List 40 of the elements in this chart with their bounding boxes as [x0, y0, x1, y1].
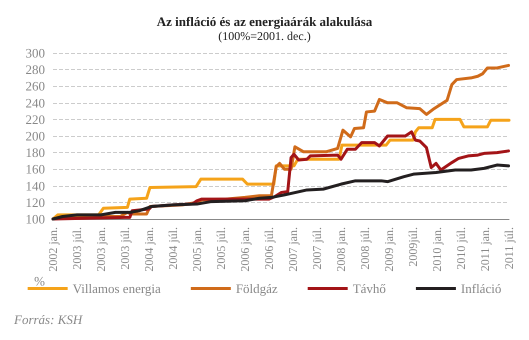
y-tick-label: 100: [26, 212, 45, 226]
x-tick-label: 2004 júl.: [166, 227, 180, 270]
y-tick-label: 240: [26, 95, 45, 110]
legend-label: Villamos energia: [72, 281, 162, 296]
text: Forrás: KSH: [13, 312, 83, 327]
y-tick-label: 260: [26, 78, 45, 94]
x-tick-label: 2003 júl.: [70, 227, 84, 270]
y-tick-label: 160: [26, 162, 45, 177]
x-tick-label: 2007 júl.: [310, 227, 324, 270]
x-tick-label: 2005 júl.: [214, 227, 228, 270]
chart-title: Az infláció és az energiaárák alakulása: [156, 14, 373, 29]
legend-label: Földgáz: [236, 281, 278, 296]
x-tick-label: 2008 jan.: [334, 227, 348, 272]
x-tick-label: 2010 jan.: [430, 227, 444, 272]
x-tick-label: 2004 jan.: [142, 227, 156, 272]
y-tick-label: 220: [26, 112, 45, 127]
x-tick-label: 2009júl.: [406, 227, 420, 267]
y-tick-label: 180: [26, 145, 45, 160]
x-tick-label: 2007 jan.: [286, 227, 300, 272]
y-tick-label: 120: [26, 194, 45, 210]
x-tick-label: 2006 jan.: [238, 227, 252, 272]
x-tick-label: 2011 jan.: [478, 227, 492, 272]
x-tick-label: 2011 júl.: [502, 227, 516, 270]
chart-subtitle: (100%=2001. dec.): [218, 29, 311, 43]
x-tick-label: 2010 júl.: [454, 227, 468, 270]
y-axis-title: %: [34, 274, 46, 289]
x-tick-label: 2003 jan.: [94, 227, 108, 272]
x-tick-label: 2009 jan.: [382, 227, 396, 272]
legend-label: Távhő: [352, 281, 386, 296]
x-tick-label: 2002 jan.: [46, 227, 60, 272]
x-tick-label: 2005 jan.: [190, 227, 204, 272]
y-tick-label: 140: [26, 178, 45, 194]
y-tick-label: 280: [26, 62, 45, 78]
x-tick-label: 2003 júl.: [118, 227, 132, 270]
x-tick-label: 2006 júl.: [262, 227, 276, 270]
y-tick-label: 200: [26, 128, 45, 144]
x-tick-label: 2008 júl.: [358, 227, 372, 270]
legend-label: Infláció: [460, 281, 502, 296]
y-tick-label: 300: [26, 46, 45, 60]
line-series: [52, 164, 510, 220]
